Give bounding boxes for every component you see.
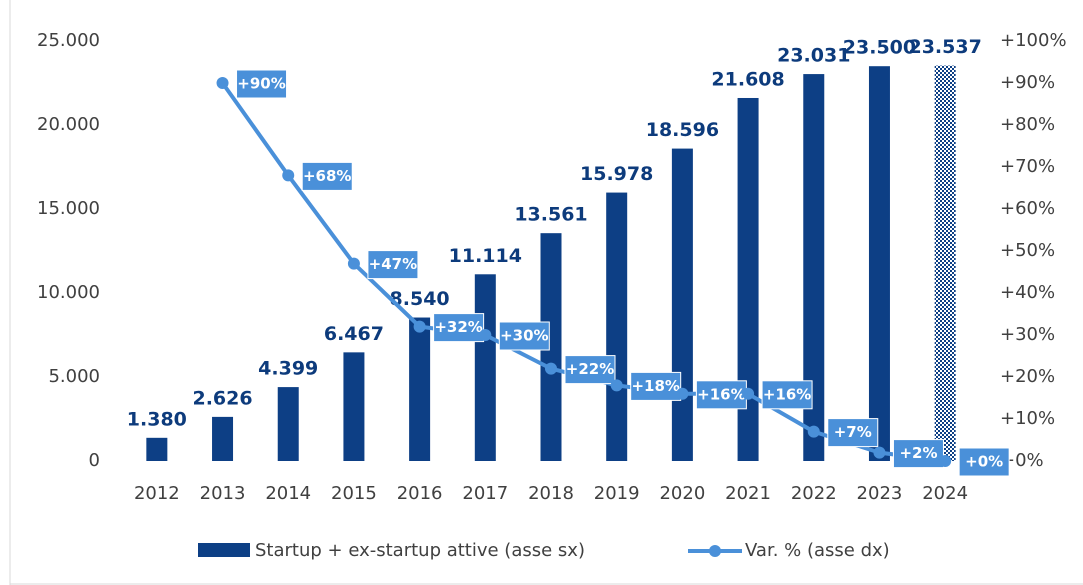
y-tick-label: 20.000 [37, 114, 100, 135]
bar [409, 317, 431, 461]
line-value-label: +90% [237, 75, 285, 93]
bar [146, 437, 168, 461]
line-point [282, 169, 295, 182]
value-label-box [827, 418, 879, 448]
bar [343, 352, 365, 461]
bar [934, 65, 956, 461]
x-tick-label: 2015 [331, 483, 377, 504]
bar-value-label: 1.380 [127, 408, 187, 430]
value-label-box [892, 439, 944, 469]
y2-tick-label: +60% [1000, 198, 1055, 219]
x-tick-label: 2016 [397, 483, 443, 504]
bar-value-label: 18.596 [646, 119, 719, 141]
x-tick-label: 2022 [791, 483, 837, 504]
legend-label: Var. % (asse dx) [745, 540, 890, 561]
line-value-label: +16% [763, 385, 811, 403]
bar-value-label: 4.399 [258, 358, 318, 380]
bar-value-label: 23.537 [908, 36, 981, 58]
bar [606, 192, 628, 462]
bar-value-label: 23.031 [777, 45, 850, 67]
y2-tick-label: +80% [1000, 114, 1055, 135]
line-value-label: +7% [834, 423, 872, 441]
x-tick-label: 2012 [134, 483, 180, 504]
value-label-box [433, 313, 485, 343]
value-label-box [630, 371, 682, 401]
value-label-box [958, 447, 1010, 477]
bar [277, 387, 299, 461]
y2-tick-label: +30% [1000, 324, 1055, 345]
line-point [939, 455, 952, 467]
line-point [807, 425, 820, 438]
y-tick-label: 5.000 [48, 366, 100, 387]
bar-value-label: 21.608 [711, 68, 784, 90]
y-tick-label: 0 [89, 450, 100, 471]
bar-value-label: 8.540 [390, 288, 450, 310]
value-label-box [301, 161, 353, 191]
x-tick-label: 2023 [857, 483, 903, 504]
legend-label: Startup + ex-startup attive (asse sx) [255, 540, 585, 561]
bar [868, 66, 890, 461]
bar [737, 97, 759, 462]
value-label-box [367, 250, 419, 280]
line-value-label: +16% [697, 385, 745, 403]
y2-tick-label: +0% [1000, 450, 1044, 471]
value-label-box [564, 355, 616, 385]
y2-tick-label: +50% [1000, 240, 1055, 261]
y2-tick-label: +20% [1000, 366, 1055, 387]
legend-swatch [198, 543, 250, 557]
line-value-label: +0% [965, 453, 1003, 471]
legend-swatch [709, 545, 721, 557]
line-value-label: +32% [434, 318, 482, 336]
line-point [742, 387, 755, 400]
bar-value-label: 6.467 [324, 323, 384, 345]
y2-tick-label: +10% [1000, 408, 1055, 429]
line-value-label: +2% [899, 444, 937, 462]
line-point [347, 257, 360, 270]
y2-tick-label: +90% [1000, 72, 1055, 93]
bar-value-label: 15.978 [580, 163, 653, 185]
line-value-label: +47% [369, 255, 417, 273]
x-tick-label: 2018 [528, 483, 574, 504]
x-tick-label: 2019 [594, 483, 640, 504]
line-point [479, 329, 492, 341]
bar-value-label: 13.561 [514, 204, 587, 226]
line [220, 81, 946, 463]
line-value-label: +18% [631, 377, 679, 395]
x-tick-label: 2014 [265, 483, 311, 504]
x-tick-label: 2024 [922, 483, 968, 504]
line-point [873, 446, 886, 459]
x-tick-label: 2017 [462, 483, 508, 504]
value-label-box [236, 69, 288, 99]
line-point [610, 379, 623, 392]
x-tick-label: 2013 [200, 483, 246, 504]
y2-tick-label: +100% [1000, 30, 1067, 51]
line-point [216, 77, 229, 89]
bar [803, 74, 825, 462]
bar-value-label: 11.114 [449, 245, 522, 267]
y-tick-label: 15.000 [37, 198, 100, 219]
y-tick-label: 25.000 [37, 30, 100, 51]
value-label-box [761, 380, 813, 410]
y-tick-label: 10.000 [37, 282, 100, 303]
y2-tick-label: +40% [1000, 282, 1055, 303]
line-value-label: +30% [500, 327, 548, 345]
y2-tick-label: +70% [1000, 156, 1055, 177]
bar [474, 274, 496, 461]
bar [540, 233, 562, 461]
line-point [676, 387, 689, 400]
x-tick-label: 2020 [659, 483, 705, 504]
line-point [413, 320, 426, 333]
line-value-label: +22% [566, 360, 614, 378]
line-point [545, 362, 557, 375]
value-label-box [498, 321, 550, 351]
x-tick-label: 2021 [725, 483, 771, 504]
value-label-box [695, 380, 747, 410]
bar [212, 416, 234, 461]
line-value-label: +68% [303, 167, 351, 185]
bar-value-label: 2.626 [192, 387, 252, 409]
bar [671, 148, 693, 461]
bar-value-label: 23.500 [843, 37, 916, 59]
